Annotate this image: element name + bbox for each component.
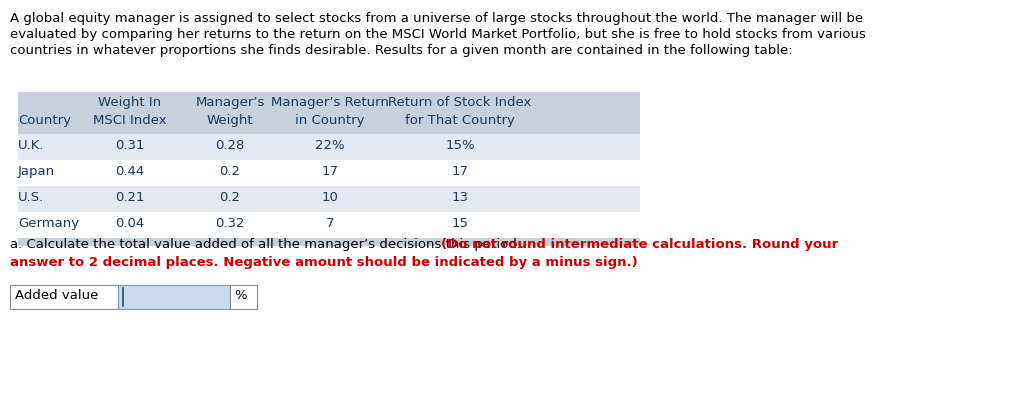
Text: %: % bbox=[234, 289, 247, 302]
Bar bbox=[18, 186, 640, 212]
Bar bbox=[18, 160, 640, 186]
Text: 0.31: 0.31 bbox=[115, 139, 145, 152]
Text: 0.28: 0.28 bbox=[215, 139, 244, 152]
Text: 13: 13 bbox=[452, 191, 468, 204]
Text: 0.21: 0.21 bbox=[115, 191, 145, 204]
Text: (Do not round intermediate calculations. Round your: (Do not round intermediate calculations.… bbox=[440, 238, 838, 251]
Text: Added value: Added value bbox=[15, 289, 98, 302]
Bar bbox=[118, 285, 230, 309]
Bar bbox=[18, 238, 640, 246]
Bar bbox=[18, 92, 640, 134]
Text: 15: 15 bbox=[452, 217, 468, 230]
Text: 0.2: 0.2 bbox=[220, 191, 240, 204]
Text: 10: 10 bbox=[321, 191, 339, 204]
Text: 17: 17 bbox=[321, 165, 339, 178]
Text: evaluated by comparing her returns to the return on the MSCI World Market Portfo: evaluated by comparing her returns to th… bbox=[10, 28, 866, 41]
Text: Weight: Weight bbox=[207, 114, 254, 127]
Text: in Country: in Country bbox=[295, 114, 365, 127]
Text: MSCI Index: MSCI Index bbox=[93, 114, 167, 127]
Bar bbox=[230, 285, 257, 309]
Text: Japan: Japan bbox=[18, 165, 55, 178]
Bar bbox=[10, 285, 118, 309]
Text: Country: Country bbox=[18, 114, 71, 127]
Text: U.K.: U.K. bbox=[18, 139, 45, 152]
Text: Return of Stock Index: Return of Stock Index bbox=[388, 96, 531, 109]
Text: for That Country: for That Country bbox=[405, 114, 515, 127]
Text: 15%: 15% bbox=[445, 139, 474, 152]
Bar bbox=[18, 212, 640, 238]
Text: 0.2: 0.2 bbox=[220, 165, 240, 178]
Text: 0.04: 0.04 bbox=[115, 217, 145, 230]
Text: answer to 2 decimal places. Negative amount should be indicated by a minus sign.: answer to 2 decimal places. Negative amo… bbox=[10, 256, 638, 269]
Text: 22%: 22% bbox=[315, 139, 345, 152]
Text: 17: 17 bbox=[452, 165, 468, 178]
Text: Manager’s Return: Manager’s Return bbox=[271, 96, 388, 109]
Text: Weight In: Weight In bbox=[98, 96, 162, 109]
Text: U.S.: U.S. bbox=[18, 191, 45, 204]
Text: Manager’s: Manager’s bbox=[196, 96, 264, 109]
Text: countries in whatever proportions she finds desirable. Results for a given month: countries in whatever proportions she fi… bbox=[10, 44, 793, 57]
Text: Germany: Germany bbox=[18, 217, 79, 230]
Text: a. Calculate the total value added of all the manager’s decisions this period.: a. Calculate the total value added of al… bbox=[10, 238, 525, 251]
Text: 0.44: 0.44 bbox=[115, 165, 145, 178]
Bar bbox=[18, 134, 640, 160]
Text: 7: 7 bbox=[325, 217, 335, 230]
Text: 0.32: 0.32 bbox=[215, 217, 244, 230]
Text: A global equity manager is assigned to select stocks from a universe of large st: A global equity manager is assigned to s… bbox=[10, 12, 863, 25]
